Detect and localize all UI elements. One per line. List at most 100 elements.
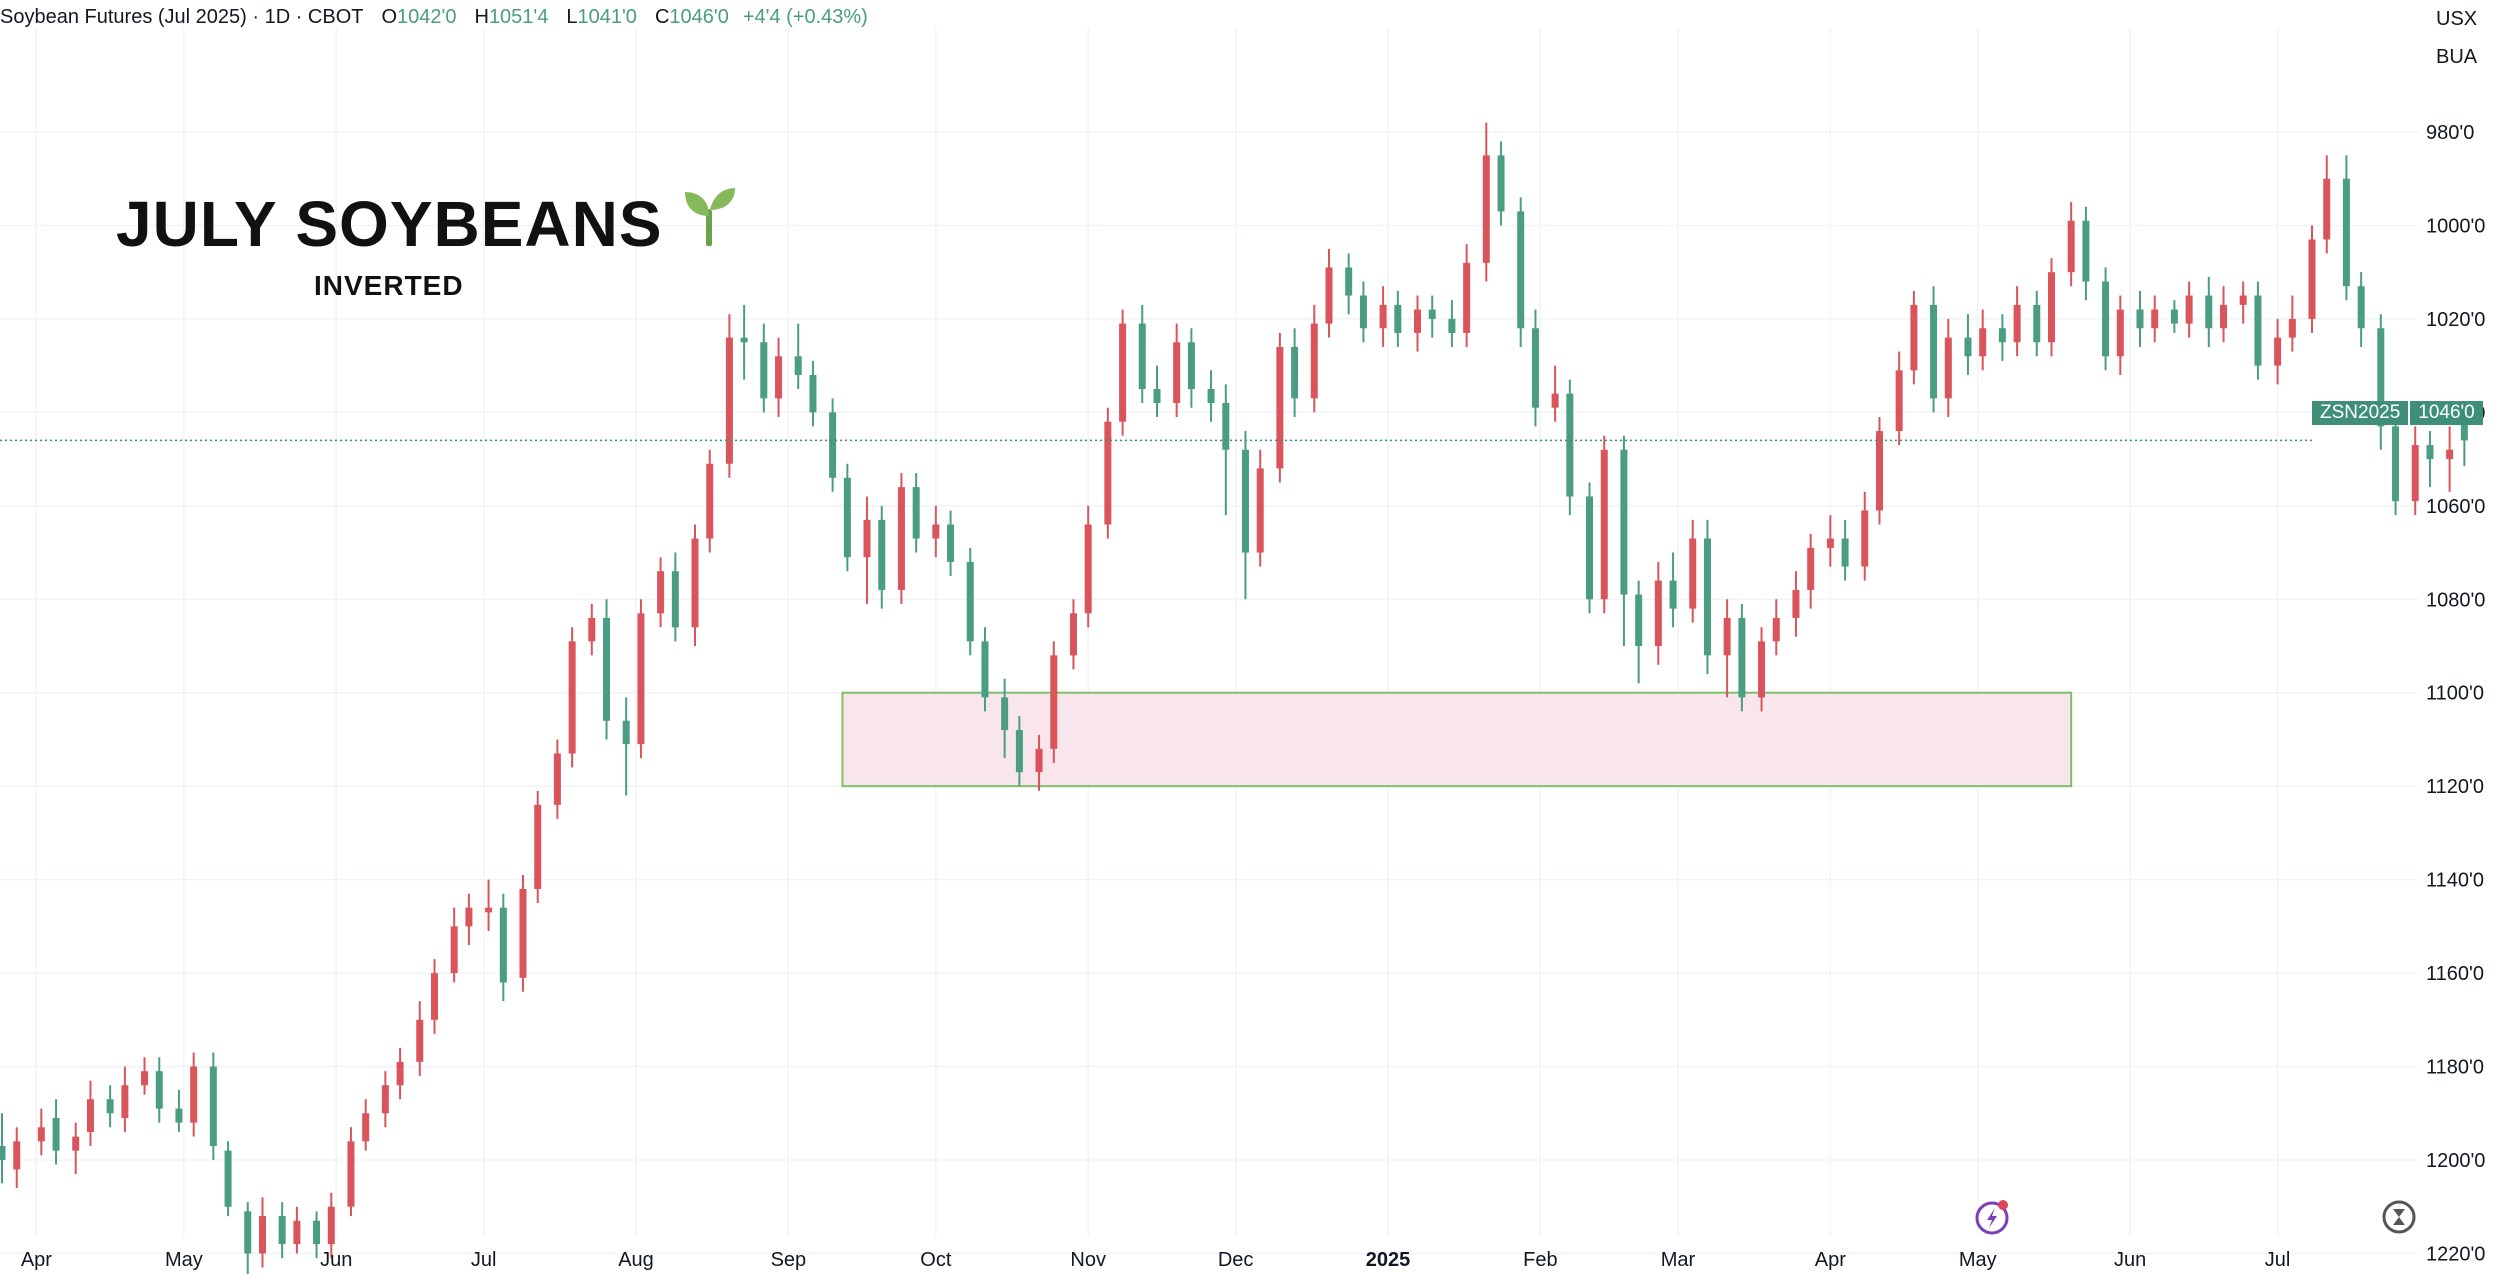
- candle: [534, 790, 542, 903]
- price-axis[interactable]: 980'01000'01020'01040'01060'01080'01100'…: [2426, 122, 2485, 1265]
- candle-body: [224, 1150, 232, 1207]
- candle: [0, 1113, 6, 1184]
- candle-body: [1153, 389, 1161, 404]
- unit-button[interactable]: BUA: [2422, 38, 2500, 76]
- candle: [1723, 599, 1731, 698]
- candle-body: [2323, 178, 2331, 240]
- time-tick-label: Jul: [471, 1249, 497, 1271]
- overlay-title-text: JULY SOYBEANS: [116, 187, 663, 260]
- price-tick-label: 1080'0: [2426, 589, 2485, 611]
- candle-body: [637, 613, 645, 745]
- candle: [1138, 304, 1146, 404]
- candle: [1015, 716, 1023, 787]
- candle-body: [1998, 328, 2006, 343]
- candle: [947, 510, 955, 576]
- candle: [381, 1071, 389, 1128]
- candle: [1841, 519, 1849, 581]
- candle: [121, 1066, 129, 1132]
- candle-body: [1207, 389, 1215, 404]
- candle-body: [1310, 323, 1318, 399]
- candle: [1448, 300, 1456, 347]
- candle: [863, 496, 871, 604]
- candle: [2033, 290, 2041, 357]
- currency-button[interactable]: USX: [2422, 0, 2500, 38]
- candle: [637, 599, 645, 759]
- candle-body: [534, 804, 542, 889]
- candle: [2254, 281, 2262, 380]
- candle: [1345, 253, 1353, 315]
- candle-body: [932, 524, 940, 539]
- candle: [2377, 314, 2385, 450]
- time-tick-label: May: [1959, 1249, 1997, 1271]
- candle-body: [1861, 510, 1869, 567]
- candle-body: [190, 1066, 198, 1123]
- candle: [2274, 318, 2282, 385]
- candle-body: [2205, 295, 2213, 329]
- candle: [622, 697, 630, 796]
- candle-body: [588, 617, 596, 642]
- symbol-label[interactable]: Soybean Futures (Jul 2025) · 1D · CBOT: [0, 6, 364, 28]
- candle: [431, 959, 439, 1034]
- candle: [155, 1057, 163, 1123]
- candle-body: [1738, 617, 1746, 698]
- candle-body: [431, 973, 439, 1020]
- candle: [1930, 286, 1938, 413]
- candle-body: [1325, 267, 1333, 324]
- open-value: 1042'0: [397, 6, 457, 28]
- candle-body: [499, 907, 507, 983]
- candle: [175, 1089, 183, 1132]
- lightning-icon[interactable]: [1974, 1196, 2014, 1236]
- candle-body: [1084, 524, 1092, 614]
- candle: [1875, 417, 1883, 525]
- candle: [2067, 202, 2075, 287]
- candle: [52, 1099, 60, 1165]
- candle: [2288, 295, 2296, 352]
- candle: [1861, 491, 1869, 581]
- candle-body: [2082, 220, 2090, 282]
- candle-body: [1758, 641, 1766, 698]
- candle-body: [2013, 304, 2021, 343]
- candle: [1104, 407, 1112, 539]
- candle: [1256, 449, 1264, 567]
- candle: [966, 547, 974, 656]
- candle-body: [2254, 295, 2262, 366]
- high-value: 1051'4: [488, 6, 549, 28]
- candle-body: [396, 1061, 404, 1086]
- candle-body: [1241, 449, 1249, 553]
- candle-body: [1875, 431, 1883, 511]
- candle-body: [155, 1071, 163, 1109]
- candle: [1497, 141, 1505, 226]
- candle-body: [1930, 304, 1938, 399]
- candle-body: [1256, 468, 1264, 553]
- candle-body: [244, 1211, 252, 1254]
- hourglass-icon[interactable]: [2380, 1198, 2418, 1236]
- candle: [691, 524, 699, 646]
- candle-body: [1497, 155, 1505, 212]
- candle: [499, 893, 507, 1002]
- candle: [1187, 328, 1195, 408]
- price-tick-label: 1140'0: [2426, 870, 2484, 892]
- candle-body: [1531, 328, 1539, 408]
- candle: [1586, 482, 1594, 614]
- candle-body: [2033, 304, 2041, 343]
- candle: [1069, 599, 1077, 670]
- candle-body: [553, 753, 561, 805]
- price-tick-label: 1160'0: [2426, 963, 2484, 985]
- candle: [1050, 641, 1058, 763]
- candle: [1173, 323, 1181, 418]
- candle-body: [2426, 445, 2434, 460]
- candle-body: [2185, 295, 2193, 324]
- candle-body: [37, 1127, 45, 1142]
- time-axis[interactable]: Apr May Jun Jul Aug Sep Oct Nov Dec 2025 Feb Mar Apr…: [21, 1249, 2291, 1271]
- candle-body: [1035, 748, 1043, 773]
- candle-body: [878, 519, 886, 590]
- candle-body: [52, 1117, 60, 1151]
- time-tick-label: Feb: [1523, 1249, 1557, 1271]
- candle-body: [416, 1019, 424, 1062]
- candle: [1758, 627, 1766, 712]
- candle: [347, 1127, 355, 1217]
- candle-body: [947, 524, 955, 562]
- candle: [657, 557, 665, 628]
- candle-body: [2116, 309, 2124, 357]
